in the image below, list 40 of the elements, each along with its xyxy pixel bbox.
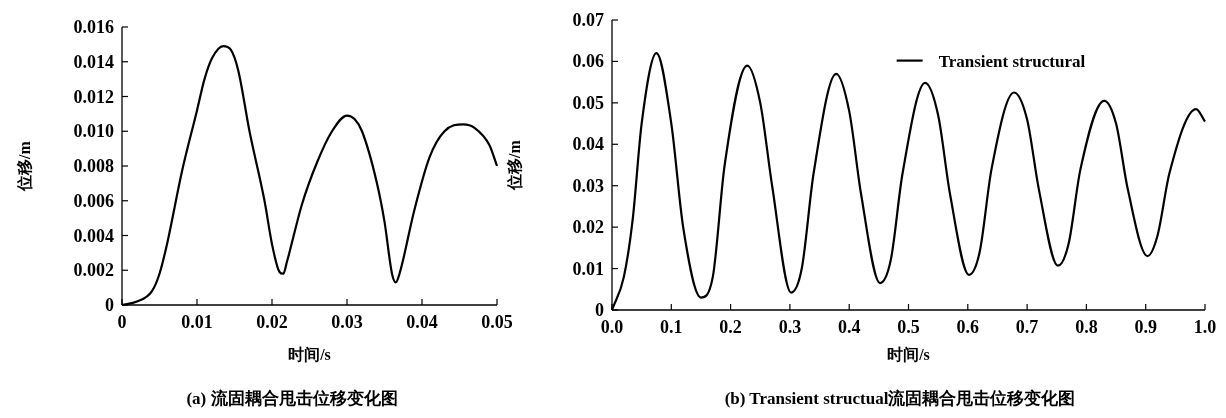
x-axis-title: 时间/s [887,346,930,363]
x-tick-label: 0.4 [837,317,861,337]
x-tick-label: 0.9 [1134,317,1157,337]
x-tick-label: 0.05 [481,312,513,332]
x-tick-label: 0.2 [719,317,742,337]
x-tick-label: 0.03 [331,312,363,332]
text: (a) 流固耦合甩击位移变化图 [186,389,398,408]
x-tick-label: 0.8 [1075,317,1098,337]
x-tick-label: 0.02 [256,312,288,332]
x-tick-label: 0.5 [897,317,920,337]
y-tick-label: 0.01 [572,258,604,279]
text: (b) Transient structual流固耦合甩击位移变化图 [724,389,1076,408]
y-tick-label: 0 [105,295,114,315]
y-tick-label: 0.06 [572,51,604,72]
y-tick-label: 0.07 [572,10,604,30]
x-tick-label: 1.0 [1193,317,1217,337]
y-tick-label: 0.012 [73,86,114,107]
y-tick-label: 0.004 [73,225,114,246]
x-tick-label: 0.7 [1015,317,1039,337]
y-tick-label: 0.006 [73,190,114,211]
y-tick-label: 0.016 [73,17,114,37]
x-tick-label: 0.6 [956,317,980,337]
x-tick-label: 0.01 [181,312,213,332]
x-tick-label: 0.04 [406,312,438,332]
y-axis-title: 位移/m [16,140,33,192]
x-tick-label: 0.0 [600,317,624,337]
y-tick-label: 0.03 [572,175,604,196]
y-tick-label: 0.05 [572,92,604,113]
x-tick-label: 0.3 [778,317,802,337]
y-tick-label: 0.02 [572,217,604,238]
y-tick-label: 0.014 [73,51,114,72]
x-tick-label: 0 [117,312,127,332]
y-tick-label: 0.010 [73,121,114,142]
y-tick-label: 0.008 [73,156,114,176]
y-tick-label: 0.04 [572,134,604,155]
y-axis-title: 位移/m [506,139,523,191]
y-tick-label: 0.002 [73,260,114,281]
x-tick-label: 0.1 [660,317,683,337]
x-axis-title: 时间/s [288,346,331,363]
legend-label: Transient structural [938,51,1086,71]
